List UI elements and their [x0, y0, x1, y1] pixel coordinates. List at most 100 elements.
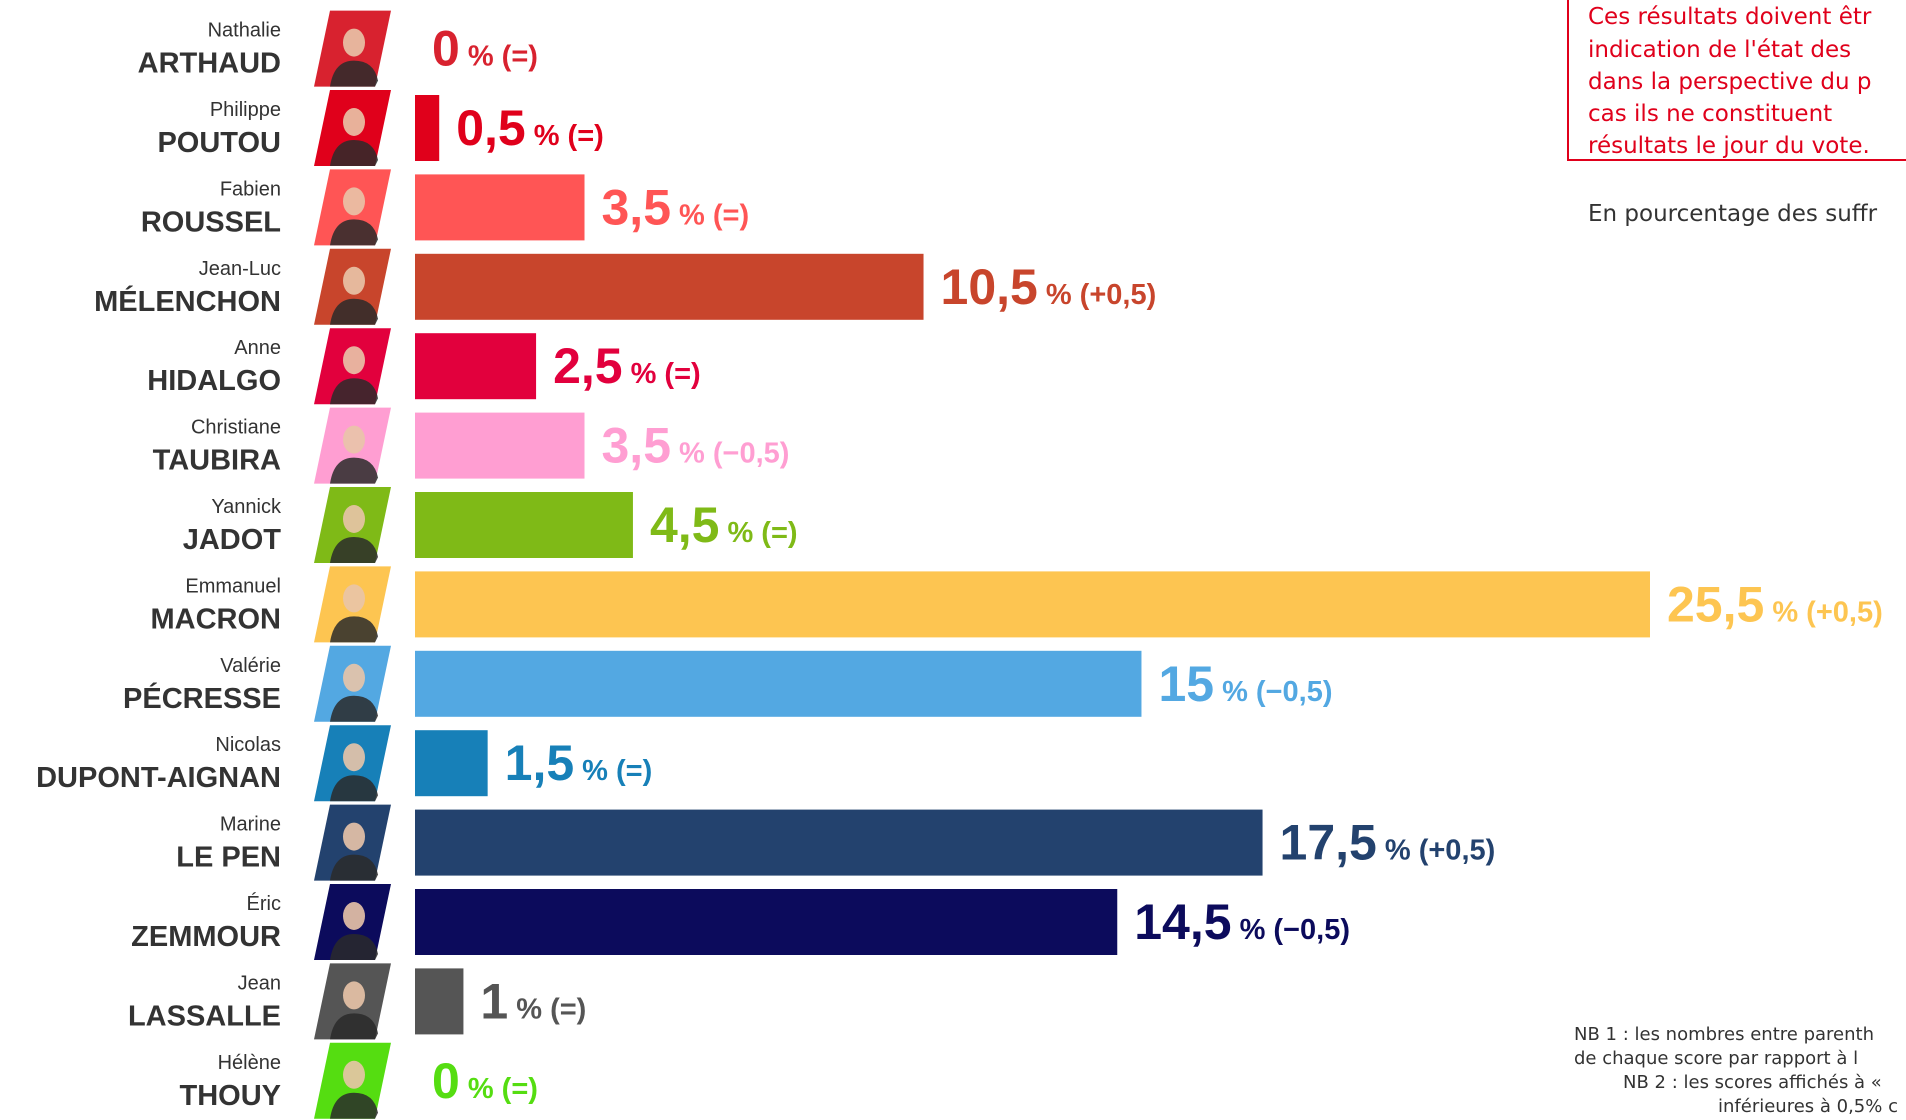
last-name: ARTHAUD [138, 48, 281, 80]
note-line: résultats le jour du vote. [1588, 133, 1870, 159]
photo-face [343, 743, 365, 771]
photo-face [343, 426, 365, 454]
first-name: Valérie [220, 655, 281, 677]
change-label: % (+0,5) [1772, 596, 1882, 628]
note-line: cas ils ne constituent [1588, 101, 1832, 127]
photo-face [343, 823, 365, 851]
last-name: LASSALLE [128, 1000, 281, 1032]
bar [415, 889, 1117, 955]
note-line: dans la perspective du p [1588, 69, 1872, 95]
last-name: DUPONT-AIGNAN [36, 762, 281, 794]
bar [415, 651, 1141, 717]
value-label: 15% (−0,5) [1158, 656, 1332, 712]
bar [415, 413, 585, 479]
first-name: Marine [220, 814, 281, 836]
change-label: % (=) [468, 1073, 538, 1105]
value-label: 17,5% (+0,5) [1280, 815, 1496, 871]
photo-face [343, 505, 365, 533]
photo-face [343, 29, 365, 57]
value-number: 2,5 [553, 338, 623, 394]
value-label: 2,5% (=) [553, 338, 701, 394]
bar [415, 810, 1263, 876]
photo-face [343, 664, 365, 692]
value-label: 0% (=) [432, 1053, 538, 1109]
value-label: 14,5 % (−0,5) [1134, 894, 1350, 950]
first-name: Yannick [211, 496, 282, 518]
last-name: JADOT [183, 524, 282, 556]
change-label: % (=) [582, 755, 652, 787]
page: {"chart_data": {"type": "bar", "orientat… [0, 0, 1906, 1120]
first-name: Anne [234, 337, 281, 359]
first-name: Nathalie [208, 20, 281, 42]
value-label: 0% (=) [432, 21, 538, 77]
bar [415, 174, 585, 240]
first-name: Jean-Luc [199, 258, 281, 280]
bar [415, 95, 439, 161]
value-number: 1 [480, 973, 508, 1029]
chart: Ces résultats doivent êtr indication de l… [0, 0, 1906, 1120]
change-label: % (+0,5) [1046, 279, 1156, 311]
note-line: indication de l'état des [1588, 37, 1851, 63]
bar [415, 571, 1650, 637]
value-number: 17,5 [1280, 815, 1377, 871]
value-label: 4,5% (=) [650, 497, 798, 553]
bar [415, 968, 463, 1034]
last-name: MACRON [151, 603, 282, 635]
first-name: Éric [247, 892, 281, 915]
note-line: Ces résultats doivent êtr [1588, 4, 1872, 30]
value-number: 1,5 [505, 735, 575, 791]
footnote-line: inférieures à 0,5% c [1718, 1096, 1898, 1117]
photo-face [343, 187, 365, 215]
change-label: % (+0,5) [1385, 835, 1495, 867]
value-number: 14,5 [1134, 894, 1231, 950]
photo-face [343, 108, 365, 136]
value-number: 0 [432, 21, 460, 77]
change-label: % (=) [468, 41, 538, 73]
value-number: 15 [1158, 656, 1214, 712]
first-name: Philippe [210, 99, 281, 121]
footnote-line: NB 1 : les nombres entre parenth [1574, 1024, 1874, 1045]
bar [415, 492, 633, 558]
last-name: ROUSSEL [141, 206, 281, 238]
value-number: 0 [432, 1053, 460, 1109]
last-name: TAUBIRA [153, 445, 281, 477]
first-name: Hélène [218, 1052, 281, 1074]
value-label: 1% (=) [480, 973, 586, 1029]
value-number: 10,5 [941, 259, 1038, 315]
subtitle: En pourcentage des suffr [1588, 201, 1878, 227]
value-number: 3,5 [602, 179, 672, 235]
footnote-line: de chaque score par rapport à l [1574, 1048, 1858, 1069]
value-label: 3,5% (−0,5) [602, 418, 790, 474]
change-label: % (−0,5) [679, 438, 789, 470]
photo-face [343, 981, 365, 1009]
photo-face [343, 346, 365, 374]
change-label: % (−0,5) [1240, 914, 1350, 946]
value-number: 3,5 [602, 418, 672, 474]
last-name: PÉCRESSE [123, 681, 281, 715]
photo-face [343, 902, 365, 930]
last-name: ZEMMOUR [131, 921, 281, 953]
last-name: THOUY [180, 1080, 282, 1112]
change-label: % (−0,5) [1222, 676, 1332, 708]
change-label: % (=) [534, 120, 604, 152]
photo-face [343, 1061, 365, 1089]
value-label: 3,5% (=) [602, 179, 750, 235]
photo-face [343, 267, 365, 295]
bar [415, 254, 924, 320]
first-name: Nicolas [215, 734, 281, 756]
bar [415, 730, 488, 796]
last-name: MÉLENCHON [94, 284, 281, 318]
bar [415, 333, 536, 399]
last-name: LE PEN [176, 842, 281, 874]
first-name: Fabien [220, 178, 281, 200]
value-label: 25,5% (+0,5) [1667, 576, 1883, 632]
change-label: % (=) [631, 358, 701, 390]
footnote: NB 1 : les nombres entre parenth de chaqu… [1574, 1024, 1898, 1117]
value-label: 1,5% (=) [505, 735, 653, 791]
last-name: POUTOU [157, 127, 281, 159]
first-name: Jean [238, 972, 281, 994]
change-label: % (=) [679, 199, 749, 231]
value-number: 25,5 [1667, 576, 1764, 632]
change-label: % (=) [727, 517, 797, 549]
note: Ces résultats doivent êtr indication de l… [1588, 4, 1872, 159]
